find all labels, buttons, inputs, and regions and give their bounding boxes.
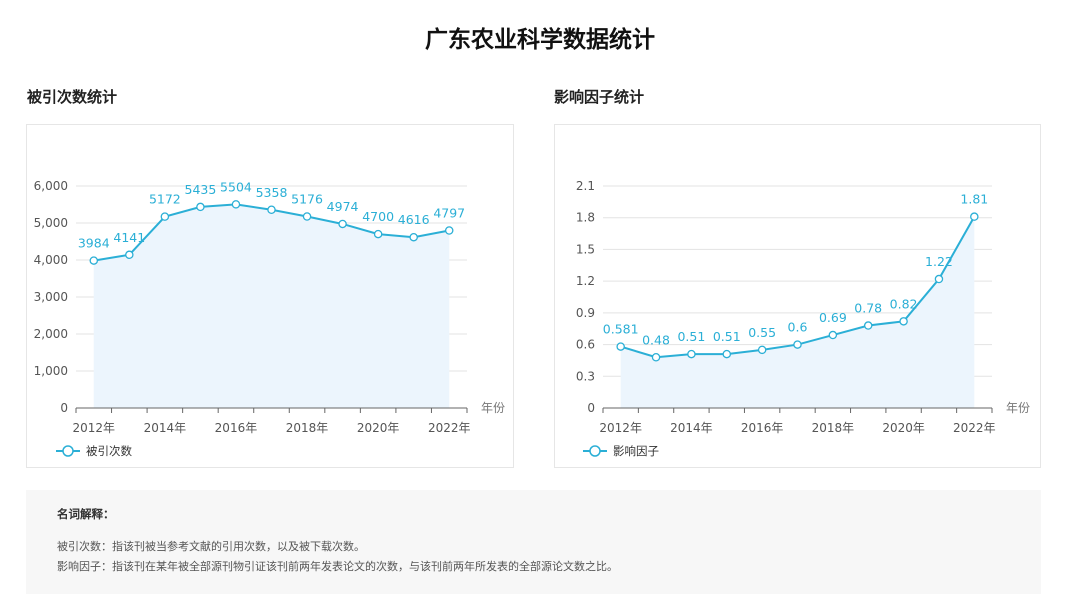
data-label: 4616 (398, 212, 430, 227)
data-point (160, 212, 170, 221)
y-tick-label: 3,000 (34, 290, 68, 304)
data-point (231, 200, 241, 209)
data-label: 5358 (256, 185, 288, 200)
data-point (899, 317, 908, 326)
y-tick-label: 0 (60, 401, 68, 415)
data-label: 4700 (362, 209, 394, 224)
x-tick-label: 2018年 (812, 421, 855, 435)
x-tick-label: 2012年 (599, 421, 642, 435)
y-tick-label: 0.9 (576, 306, 595, 320)
data-point (757, 345, 767, 355)
y-tick-label: 1.8 (576, 211, 595, 225)
data-point (863, 321, 873, 330)
data-label: 0.51 (677, 329, 705, 344)
data-label: 4974 (327, 199, 359, 214)
data-point (89, 256, 99, 265)
y-tick-label: 6,000 (34, 179, 68, 193)
y-tick-label: 1.2 (576, 274, 595, 288)
x-tick-label: 2022年 (953, 421, 996, 435)
citations-chart-panel: 0 1,000 2,000 3,000 4,000 5,000 6,000 2012年 2014… (26, 124, 514, 468)
data-label: 0.6 (788, 320, 808, 335)
y-tick-label: 4,000 (34, 253, 68, 267)
legend-label: 被引次数 (86, 444, 132, 458)
data-label: 4141 (113, 230, 145, 245)
x-tick-label: 2018年 (286, 421, 329, 435)
data-point (125, 250, 134, 260)
y-tick-label: 5,000 (34, 216, 68, 230)
x-tick-label: 2016年 (741, 421, 784, 435)
data-point (616, 342, 625, 351)
data-label: 0.55 (748, 325, 776, 340)
data-label: 0.51 (713, 329, 741, 344)
x-tick-label: 2016年 (215, 421, 258, 435)
data-point (687, 349, 696, 359)
impact-section-title: 影响因子统计 (554, 88, 645, 106)
y-tick-label: 0.3 (576, 369, 595, 383)
data-label: 5435 (185, 182, 217, 197)
y-tick-label: 1.5 (576, 242, 595, 256)
data-label: 3984 (78, 236, 110, 251)
x-axis-name: 年份 (1006, 401, 1030, 415)
data-point (793, 340, 802, 349)
data-label: 0.82 (890, 296, 918, 311)
data-label: 0.69 (819, 310, 847, 325)
data-label: 4797 (433, 206, 465, 221)
x-tick-label: 2022年 (428, 421, 471, 435)
data-label: 1.22 (925, 254, 953, 269)
glossary-item-citations: 被引次数：指该刊被当参考文献的引用次数，以及被下载次数。 (57, 540, 365, 553)
citations-section-title: 被引次数统计 (27, 88, 118, 106)
glossary-title: 名词解释： (57, 507, 115, 521)
data-point (828, 330, 838, 340)
data-point (970, 212, 979, 221)
data-point (373, 229, 383, 239)
y-tick-label: 1,000 (34, 364, 68, 378)
data-point (338, 219, 347, 229)
y-tick-label: 0 (587, 401, 595, 415)
y-tick-label: 0.6 (576, 338, 595, 352)
x-tick-label: 2014年 (144, 421, 187, 435)
data-point (267, 205, 276, 215)
legend-label: 影响因子 (613, 444, 659, 458)
page-title: 广东农业科学数据统计 (425, 27, 655, 53)
x-tick-label: 2012年 (72, 421, 115, 435)
glossary-panel: 名词解释： 被引次数：指该刊被当参考文献的引用次数，以及被下载次数。 影响因子：… (26, 490, 1041, 594)
data-label: 5176 (291, 191, 323, 206)
data-label: 0.78 (854, 301, 882, 316)
series-area (93, 204, 450, 408)
data-label: 0.581 (603, 322, 639, 337)
data-point (444, 226, 454, 235)
x-tick-label: 2014年 (670, 421, 713, 435)
impact-chart: 0 0.3 0.6 0.9 1.2 1.5 1.8 2.1 2012年 2014年 2016年 201… (576, 179, 1030, 458)
legend-marker (589, 445, 601, 457)
data-label: 0.48 (642, 332, 670, 347)
x-tick-label: 2020年 (882, 421, 925, 435)
data-label: 5172 (149, 192, 181, 207)
data-point (934, 274, 944, 284)
y-tick-label: 2,000 (34, 327, 68, 341)
data-label: 5504 (220, 179, 252, 194)
legend-marker (62, 445, 74, 457)
data-label: 1.81 (960, 192, 988, 207)
data-point (302, 212, 312, 221)
glossary-item-impact: 影响因子：指该刊在某年被全部源刊物引证该刊前两年发表论文的次数，与该刊前两年所发… (57, 560, 618, 573)
impact-chart-panel: 0 0.3 0.6 0.9 1.2 1.5 1.8 2.1 2012年 2014年 2016年 201… (554, 124, 1041, 468)
x-tick-label: 2020年 (357, 421, 400, 435)
data-point (409, 232, 418, 242)
data-point (722, 349, 732, 359)
data-point (651, 353, 661, 362)
y-tick-label: 2.1 (576, 179, 595, 193)
series-area (620, 216, 975, 408)
citations-chart: 0 1,000 2,000 3,000 4,000 5,000 6,000 2012年 2014… (34, 179, 505, 458)
x-axis-name: 年份 (481, 401, 505, 415)
data-point (196, 202, 205, 212)
